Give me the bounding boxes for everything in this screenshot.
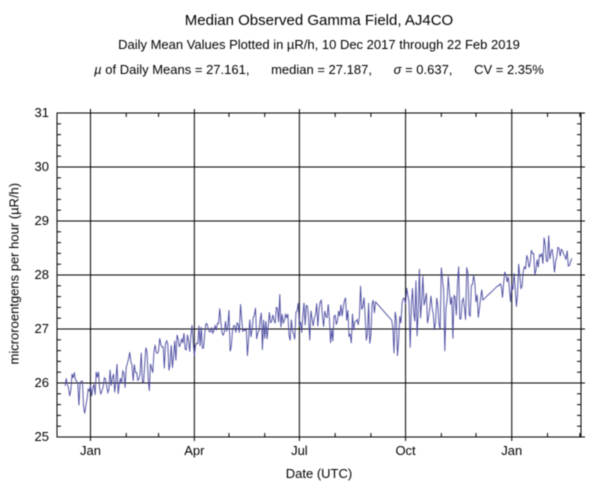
svg-text:26: 26 [35, 375, 49, 390]
svg-text:Jan: Jan [80, 443, 101, 458]
svg-text:Oct: Oct [395, 443, 416, 458]
svg-text:Jul: Jul [291, 443, 308, 458]
svg-text:25: 25 [35, 429, 49, 444]
svg-text:Jan: Jan [501, 443, 522, 458]
svg-text:Apr: Apr [184, 443, 205, 458]
svg-text:27: 27 [35, 321, 49, 336]
svg-text:29: 29 [35, 213, 49, 228]
svg-text:31: 31 [35, 105, 49, 120]
svg-text:28: 28 [35, 267, 49, 282]
svg-text:30: 30 [35, 159, 49, 174]
